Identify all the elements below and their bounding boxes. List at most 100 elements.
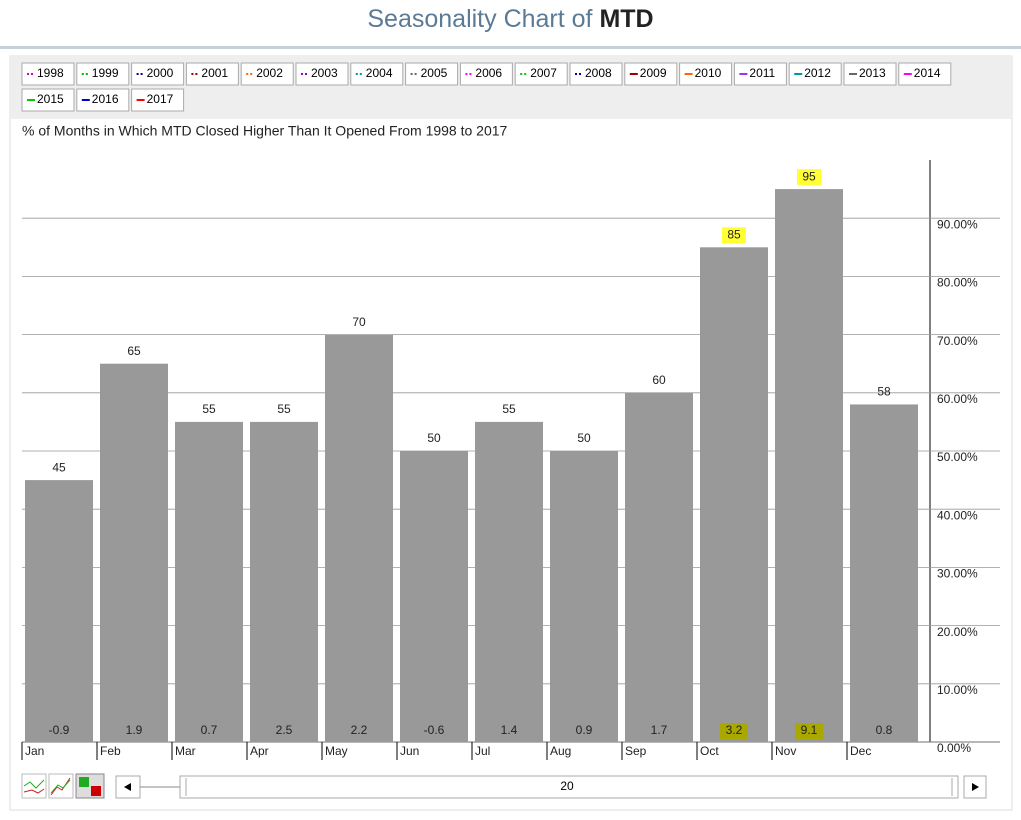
avg-change-label: -0.9 bbox=[49, 723, 70, 737]
y-tick-label: 0.00% bbox=[937, 741, 971, 755]
legend-item[interactable] bbox=[405, 62, 459, 86]
scroll-thumb[interactable] bbox=[179, 775, 959, 799]
legend-item[interactable] bbox=[295, 62, 349, 86]
legend-item[interactable] bbox=[131, 62, 185, 86]
x-tick-label: Dec bbox=[850, 744, 871, 758]
x-tick-label: Oct bbox=[700, 744, 719, 758]
perf-chart-button[interactable] bbox=[48, 773, 74, 799]
legend-item[interactable] bbox=[733, 62, 787, 86]
y-tick-label: 10.00% bbox=[937, 683, 978, 697]
value-label: 58 bbox=[877, 385, 891, 399]
legend-label: 2002 bbox=[256, 66, 283, 80]
bar bbox=[775, 189, 843, 743]
y-tick-label: 80.00% bbox=[937, 276, 978, 290]
legend-label: 2007 bbox=[530, 66, 557, 80]
legend-label: 2015 bbox=[37, 92, 64, 106]
value-label: 65 bbox=[127, 344, 141, 358]
bar bbox=[325, 334, 393, 742]
y-tick-label: 50.00% bbox=[937, 450, 978, 464]
y-tick-label: 70.00% bbox=[937, 334, 978, 348]
legend-label: 2001 bbox=[201, 66, 228, 80]
legend-item[interactable] bbox=[240, 62, 294, 86]
legend-label: 1998 bbox=[37, 66, 64, 80]
x-tick-label: Mar bbox=[175, 744, 196, 758]
icon bbox=[79, 777, 89, 787]
legend-item[interactable] bbox=[459, 62, 513, 86]
value-label: 50 bbox=[577, 431, 591, 445]
x-tick-label: Aug bbox=[550, 744, 571, 758]
x-tick-label: Sep bbox=[625, 744, 647, 758]
label-highlight bbox=[795, 723, 823, 739]
x-tick-label: Feb bbox=[100, 744, 121, 758]
title-symbol: MTD bbox=[599, 5, 654, 33]
avg-change-label: 1.7 bbox=[651, 723, 668, 737]
legend-item[interactable] bbox=[679, 62, 733, 86]
legend-item[interactable] bbox=[76, 88, 130, 112]
y-tick-label: 20.00% bbox=[937, 625, 978, 639]
x-tick-label: Jan bbox=[25, 744, 44, 758]
legend-label: 2010 bbox=[695, 66, 722, 80]
legend-label: 2016 bbox=[92, 92, 119, 106]
bar bbox=[550, 451, 618, 742]
avg-change-label: 2.2 bbox=[351, 723, 368, 737]
x-tick-label: Apr bbox=[250, 744, 269, 758]
legend-item[interactable] bbox=[76, 62, 130, 86]
legend-label: 1999 bbox=[92, 66, 119, 80]
legend-item[interactable] bbox=[131, 88, 185, 112]
value-label: 60 bbox=[652, 373, 666, 387]
legend-label: 2013 bbox=[859, 66, 886, 80]
icon bbox=[124, 783, 131, 791]
value-label: 55 bbox=[202, 402, 216, 416]
legend-label: 2004 bbox=[366, 66, 393, 80]
legend-item[interactable] bbox=[898, 62, 952, 86]
avg-change-label: 0.8 bbox=[876, 723, 893, 737]
label-highlight bbox=[722, 227, 746, 244]
avg-change-label: 9.1 bbox=[801, 723, 818, 737]
page-header: Seasonality Chart of MTD bbox=[0, 0, 1021, 49]
y-tick-label: 90.00% bbox=[937, 217, 978, 231]
x-tick-label: Nov bbox=[775, 744, 796, 758]
label-highlight bbox=[720, 723, 748, 739]
value-label: 55 bbox=[277, 402, 291, 416]
legend-label: 2014 bbox=[914, 66, 941, 80]
avg-change-label: 0.9 bbox=[576, 723, 593, 737]
legend-item[interactable] bbox=[569, 62, 623, 86]
title-text: Seasonality Chart of bbox=[367, 5, 593, 33]
legend-item[interactable] bbox=[21, 62, 75, 86]
value-label: 70 bbox=[352, 315, 366, 329]
bar bbox=[850, 404, 918, 742]
avg-change-label: 1.9 bbox=[126, 723, 143, 737]
legend-label: 2011 bbox=[749, 66, 775, 80]
avg-change-label: 0.7 bbox=[201, 723, 218, 737]
x-tick-label: May bbox=[325, 744, 348, 758]
controls: 20 bbox=[21, 773, 987, 799]
avg-change-label: 2.5 bbox=[276, 723, 293, 737]
bar bbox=[475, 421, 543, 742]
legend-label: 2006 bbox=[475, 66, 502, 80]
legend-label: 2012 bbox=[804, 66, 831, 80]
slider-value: 20 bbox=[560, 779, 574, 793]
value-label: 45 bbox=[52, 460, 66, 474]
legend-item[interactable] bbox=[185, 62, 239, 86]
legend-item[interactable] bbox=[788, 62, 842, 86]
x-tick-label: Jul bbox=[475, 744, 490, 758]
y-tick-label: 30.00% bbox=[937, 567, 978, 581]
chart-subtitle: % of Months in Which MTD Closed Higher T… bbox=[22, 123, 508, 139]
legend-item[interactable] bbox=[514, 62, 568, 86]
icon bbox=[23, 779, 45, 789]
legend-label: 2017 bbox=[147, 92, 174, 106]
y-tick-label: 60.00% bbox=[937, 392, 978, 406]
icon bbox=[91, 786, 101, 796]
icon bbox=[50, 779, 71, 794]
value-label: 55 bbox=[502, 402, 516, 416]
legend-item[interactable] bbox=[624, 62, 678, 86]
y-tick-label: 40.00% bbox=[937, 508, 978, 522]
icon bbox=[23, 788, 45, 794]
avg-change-label: -0.6 bbox=[424, 723, 445, 737]
legend-item[interactable] bbox=[843, 62, 897, 86]
legend-item[interactable] bbox=[350, 62, 404, 86]
bar bbox=[625, 392, 693, 742]
legend-label: 2003 bbox=[311, 66, 338, 80]
legend-item[interactable] bbox=[21, 88, 75, 112]
